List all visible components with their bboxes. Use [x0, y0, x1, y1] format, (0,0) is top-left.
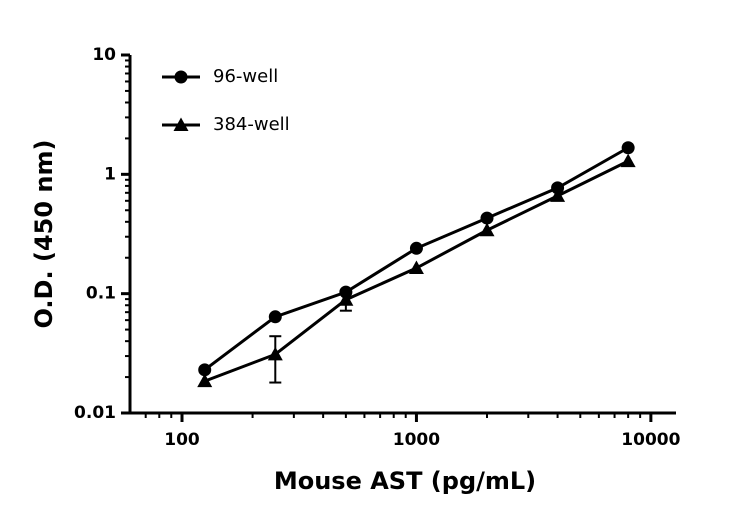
y-tick-label: 0.01 — [74, 403, 116, 423]
x-axis-title: Mouse AST (pg/mL) — [274, 467, 536, 495]
marker — [479, 222, 495, 237]
marker — [267, 346, 283, 361]
marker — [551, 181, 565, 195]
marker — [197, 373, 213, 388]
y-axis-title: O.D. (450 nm) — [30, 140, 58, 329]
marker — [409, 241, 423, 255]
marker — [268, 310, 282, 324]
legend-label: 384-well — [213, 114, 290, 135]
marker — [480, 211, 494, 225]
x-tick-label: 100 — [164, 430, 200, 450]
marker — [550, 188, 566, 202]
legend-marker — [174, 70, 188, 84]
series-line — [203, 146, 629, 372]
marker — [408, 260, 424, 275]
marker — [621, 141, 635, 155]
y-tick-label: 0.1 — [86, 284, 116, 304]
y-tick-label: 10 — [92, 45, 116, 65]
legend-marker — [173, 117, 189, 131]
marker — [198, 363, 212, 377]
marker — [620, 153, 636, 168]
x-tick-label: 1000 — [393, 430, 440, 450]
legend-label: 96-well — [213, 66, 278, 87]
y-tick-label: 1 — [104, 164, 116, 184]
x-tick-label: 10000 — [621, 430, 680, 450]
marker — [338, 292, 354, 306]
